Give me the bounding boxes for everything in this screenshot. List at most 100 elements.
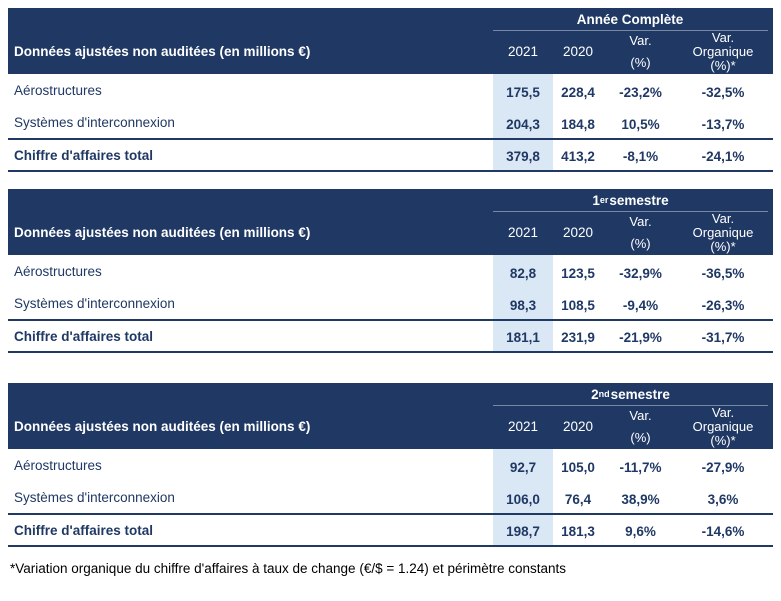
var-header-line2: (%) bbox=[630, 430, 651, 445]
value-var-organique: 3,6% bbox=[707, 492, 739, 507]
value-var-pct: -11,7% bbox=[619, 460, 662, 475]
value-var-organique: -36,5% bbox=[701, 266, 745, 281]
period-text: 2 bbox=[591, 386, 599, 402]
row-label: Systèmes d'interconnexion bbox=[14, 489, 175, 505]
row-label: Systèmes d'interconnexion bbox=[14, 114, 175, 130]
value-var-pct: -21,9% bbox=[619, 330, 662, 345]
column-header-row: Données ajustées non auditées (en millio… bbox=[8, 212, 773, 255]
period-text-rest: semestre bbox=[610, 386, 670, 402]
var-header-line1: Var. bbox=[629, 33, 652, 48]
value-2021: 98,3 bbox=[493, 287, 553, 319]
value-2021: 181,1 bbox=[493, 321, 553, 351]
column-header-2021: 2021 bbox=[507, 225, 539, 240]
table-row-aerostructures: Aérostructures 82,8 123,5 -32,9% -36,5% bbox=[8, 255, 773, 287]
period-text: 1 bbox=[592, 192, 600, 208]
var-header-line2: (%) bbox=[630, 55, 651, 70]
column-header-2021: 2021 bbox=[507, 419, 539, 434]
period-text-rest: semestre bbox=[609, 192, 669, 208]
footnote: *Variation organique du chiffre d'affair… bbox=[10, 561, 567, 576]
column-header-label: Données ajustées non auditées (en millio… bbox=[14, 225, 311, 240]
column-header-row: Données ajustées non auditées (en millio… bbox=[8, 31, 773, 74]
value-var-organique: -13,7% bbox=[701, 117, 745, 132]
value-2020: 184,8 bbox=[561, 117, 595, 132]
column-header-label: Données ajustées non auditées (en millio… bbox=[14, 44, 311, 59]
value-2020: 228,4 bbox=[561, 85, 595, 100]
table-row-total: Chiffre d'affaires total 181,1 231,9 -21… bbox=[8, 319, 773, 351]
table-row-interconnexion: Systèmes d'interconnexion 106,0 76,4 38,… bbox=[8, 481, 773, 513]
org-header-line1: Var. bbox=[711, 30, 735, 45]
org-header-line2: Organique bbox=[692, 225, 754, 240]
value-var-pct: -32,9% bbox=[619, 266, 662, 281]
period-title: Année Complète bbox=[493, 8, 768, 31]
column-header-var-organique: Var. Organique (%)* bbox=[678, 31, 768, 72]
table-row-interconnexion: Systèmes d'interconnexion 204,3 184,8 10… bbox=[8, 106, 773, 138]
value-var-organique: -32,5% bbox=[701, 85, 745, 100]
org-header-line3: (%)* bbox=[710, 433, 736, 448]
column-header-2020: 2020 bbox=[562, 44, 594, 59]
column-header-2020: 2020 bbox=[562, 225, 594, 240]
column-header-2021: 2021 bbox=[507, 44, 539, 59]
row-label: Aérostructures bbox=[14, 263, 102, 279]
table-row-aerostructures: Aérostructures 175,5 228,4 -23,2% -32,5% bbox=[8, 74, 773, 106]
value-2021: 198,7 bbox=[493, 515, 553, 545]
period-row: 1 er semestre bbox=[8, 189, 773, 212]
value-2021: 106,0 bbox=[493, 481, 553, 513]
value-var-pct: -8,1% bbox=[622, 149, 659, 164]
row-label: Aérostructures bbox=[14, 457, 102, 473]
value-var-pct: -23,2% bbox=[619, 85, 662, 100]
table-body-full-year: Aérostructures 175,5 228,4 -23,2% -32,5%… bbox=[8, 74, 773, 170]
row-label: Systèmes d'interconnexion bbox=[14, 295, 175, 311]
row-label: Chiffre d'affaires total bbox=[14, 328, 153, 344]
org-header-line1: Var. bbox=[711, 211, 735, 226]
value-2020: 105,0 bbox=[561, 460, 595, 475]
period-text: Année Complète bbox=[576, 11, 684, 27]
value-var-pct: 9,6% bbox=[625, 524, 656, 539]
table-row-interconnexion: Systèmes d'interconnexion 98,3 108,5 -9,… bbox=[8, 287, 773, 319]
value-2020: 231,9 bbox=[561, 330, 595, 345]
row-label: Aérostructures bbox=[14, 82, 102, 98]
var-header-line2: (%) bbox=[630, 236, 651, 251]
value-2021: 175,5 bbox=[493, 74, 553, 106]
column-header-var-pct: Var. (%) bbox=[603, 31, 678, 72]
row-label: Chiffre d'affaires total bbox=[14, 522, 153, 538]
value-2021: 92,7 bbox=[493, 449, 553, 481]
period-title: 1 er semestre bbox=[493, 189, 768, 212]
value-var-pct: -9,4% bbox=[622, 298, 659, 313]
value-2021: 82,8 bbox=[493, 255, 553, 287]
period-row: Année Complète bbox=[8, 8, 773, 31]
column-header-label: Données ajustées non auditées (en millio… bbox=[14, 419, 311, 434]
report-page: Année Complète Données ajustées non audi… bbox=[8, 8, 773, 576]
table-row-total: Chiffre d'affaires total 198,7 181,3 9,6… bbox=[8, 513, 773, 545]
value-2020: 108,5 bbox=[561, 298, 595, 313]
table-row-total: Chiffre d'affaires total 379,8 413,2 -8,… bbox=[8, 138, 773, 170]
column-header-var-pct: Var. (%) bbox=[603, 212, 678, 253]
org-header-line3: (%)* bbox=[710, 239, 736, 254]
value-2020: 181,3 bbox=[561, 524, 595, 539]
row-label: Chiffre d'affaires total bbox=[14, 147, 153, 163]
column-header-2020: 2020 bbox=[562, 419, 594, 434]
period-superscript: nd bbox=[598, 388, 610, 399]
value-var-pct: 38,9% bbox=[621, 492, 660, 507]
value-2021: 204,3 bbox=[493, 106, 553, 138]
column-header-var-organique: Var. Organique (%)* bbox=[678, 212, 768, 253]
var-header-line1: Var. bbox=[629, 408, 652, 423]
period-superscript: er bbox=[599, 194, 609, 205]
value-var-organique: -26,3% bbox=[701, 298, 745, 313]
table-body-h2: Aérostructures 92,7 105,0 -11,7% -27,9% … bbox=[8, 449, 773, 545]
value-var-organique: -14,6% bbox=[701, 524, 745, 539]
value-var-organique: -24,1% bbox=[701, 149, 745, 164]
var-header-line1: Var. bbox=[629, 214, 652, 229]
table-header-full-year: Année Complète Données ajustées non audi… bbox=[8, 8, 773, 74]
value-var-organique: -31,7% bbox=[701, 330, 745, 345]
table-header-h1: 1 er semestre Données ajustées non audité… bbox=[8, 189, 773, 255]
value-var-pct: 10,5% bbox=[621, 117, 660, 132]
value-2021: 379,8 bbox=[493, 140, 553, 170]
column-header-row: Données ajustées non auditées (en millio… bbox=[8, 406, 773, 449]
table-row-aerostructures: Aérostructures 92,7 105,0 -11,7% -27,9% bbox=[8, 449, 773, 481]
value-2020: 413,2 bbox=[561, 149, 595, 164]
value-var-organique: -27,9% bbox=[701, 460, 745, 475]
